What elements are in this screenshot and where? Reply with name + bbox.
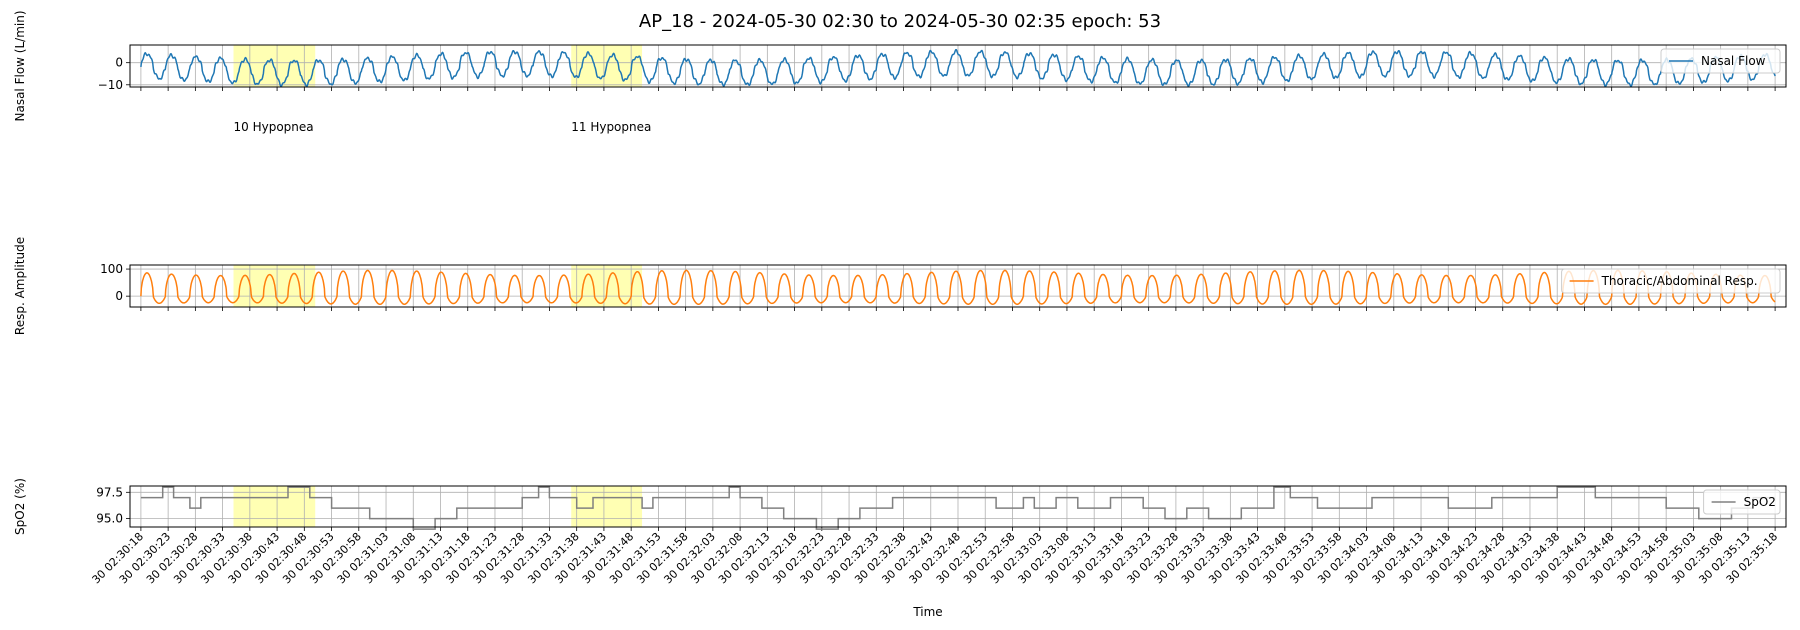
series-line-3 (140, 486, 1776, 530)
y-axis-label-3: SpO2 (%) (13, 478, 27, 535)
legend-label-1: Nasal Flow (1701, 54, 1766, 68)
y-tick-label: −10 (98, 78, 123, 92)
y-tick-label: 97.5 (96, 485, 123, 499)
y-tick-label: 0 (115, 289, 123, 303)
x-axis-label: Time (912, 605, 942, 619)
legend-box-2 (1561, 268, 1781, 294)
axes-frame-3 (129, 485, 1787, 528)
axes-frame-2 (129, 264, 1787, 308)
y-axis-label-2: Resp. Amplitude (13, 237, 27, 335)
event-shade-2 (571, 486, 643, 527)
y-tick-label: 100 (100, 262, 123, 276)
series-line-2 (140, 269, 1776, 306)
axes-frame-1 (129, 44, 1787, 88)
chart-title: AP_18 - 2024-05-30 02:30 to 2024-05-30 0… (639, 11, 1161, 32)
panels-layer: 0 −10 Nasal Flow (L/min) Nasal Flow 100 0 Resp… (13, 10, 1787, 535)
panel-3: 97.5 95.0 SpO2 (%) SpO2 (13, 478, 1787, 535)
series-line-1 (140, 49, 1776, 88)
event-labels: 10 Hypopnea 11 Hypopnea (234, 120, 652, 134)
y-tick-label: 0 (115, 56, 123, 70)
legend-label-2: Thoracic/Abdominal Resp. (1601, 274, 1758, 288)
event-label-1: 10 Hypopnea (234, 120, 314, 134)
panel-2: 100 0 Resp. Amplitude Thoracic/Abdominal Re… (13, 237, 1787, 335)
y-tick-label: 95.0 (96, 512, 123, 526)
legend-box-3 (1703, 489, 1781, 515)
legend-box-1 (1660, 48, 1781, 74)
event-shade-1 (233, 486, 316, 527)
y-axis-label-1: Nasal Flow (L/min) (13, 10, 27, 121)
panel-1: 0 −10 Nasal Flow (L/min) Nasal Flow (13, 10, 1787, 122)
event-label-2: 11 Hypopnea (571, 120, 651, 134)
legend-label-3: SpO2 (1744, 495, 1776, 509)
